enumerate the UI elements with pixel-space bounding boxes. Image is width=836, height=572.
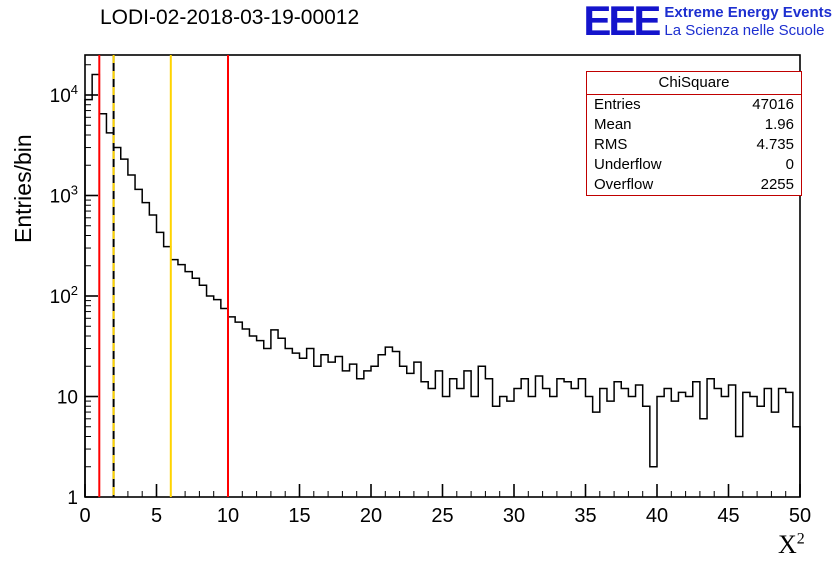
- stat-label: Overflow: [594, 176, 654, 193]
- stat-value: 4.735: [756, 136, 794, 153]
- x-tick-label: 50: [789, 505, 811, 527]
- stats-box-title: ChiSquare: [587, 72, 801, 95]
- x-tick-label: 0: [79, 505, 90, 527]
- eee-logo-line2: La Scienza nelle Scuole: [664, 22, 825, 39]
- stat-label: Mean: [594, 116, 632, 133]
- y-tick-label: 102: [50, 283, 78, 308]
- x-tick-label: 20: [360, 505, 382, 527]
- x-tick-label: 40: [646, 505, 668, 527]
- x-tick-label: 30: [503, 505, 525, 527]
- histogram-line: [84, 73, 801, 497]
- x-axis-title-sup: 2: [796, 530, 805, 548]
- eee-logo-text: Extreme Energy Events La Scienza nelle S…: [664, 1, 832, 40]
- y-tick-label: 10: [57, 387, 78, 408]
- x-tick-label: 25: [431, 505, 453, 527]
- stat-value: 2255: [760, 176, 794, 193]
- y-tick-label: 104: [50, 82, 78, 107]
- stats-row-mean: Mean 1.96: [587, 115, 801, 135]
- stat-value: 1.96: [764, 116, 794, 133]
- x-tick-label: 35: [574, 505, 596, 527]
- stats-row-underflow: Underflow 0: [587, 155, 801, 175]
- eee-logo-line1: Extreme Energy Events: [664, 4, 832, 21]
- eee-logo: EEE Extreme Energy Events La Scienza nel…: [583, 0, 832, 44]
- eee-logo-acronym: EEE: [583, 0, 661, 44]
- y-tick-label: 1: [67, 488, 78, 509]
- stat-value: 47016: [752, 96, 794, 113]
- stat-label: Underflow: [594, 156, 662, 173]
- stats-row-overflow: Overflow 2255: [587, 175, 801, 195]
- y-tick-label: 103: [50, 182, 78, 207]
- stat-value: 0: [785, 156, 794, 173]
- stat-label: Entries: [594, 96, 641, 113]
- x-axis-title: X2: [778, 530, 805, 560]
- plot-title: LODI-02-2018-03-19-00012: [100, 6, 360, 29]
- stat-label: RMS: [594, 136, 628, 153]
- stats-box: ChiSquare Entries 47016 Mean 1.96 RMS 4.…: [586, 71, 802, 196]
- stats-row-entries: Entries 47016: [587, 95, 801, 115]
- x-tick-label: 45: [717, 505, 739, 527]
- x-tick-label: 15: [288, 505, 310, 527]
- x-tick-label: 5: [151, 505, 162, 527]
- x-tick-label: 10: [217, 505, 239, 527]
- y-axis-title: Entries/bin: [10, 134, 36, 243]
- x-axis-title-base: X: [778, 530, 797, 559]
- stats-row-rms: RMS 4.735: [587, 135, 801, 155]
